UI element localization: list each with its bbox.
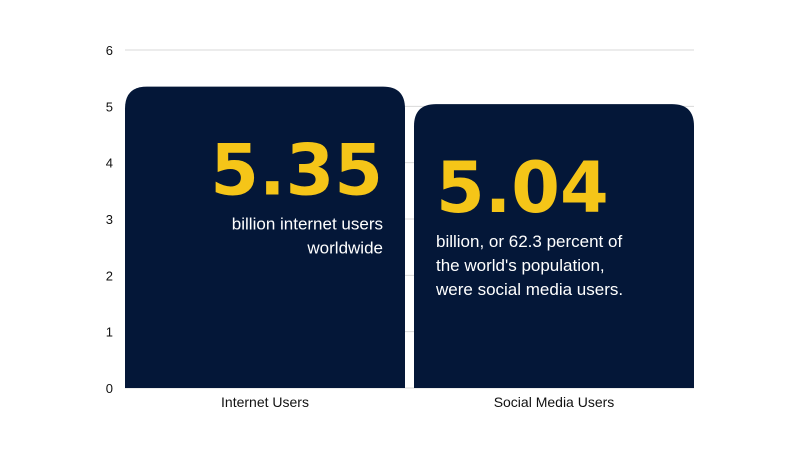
y-tick-label: 5 [106, 99, 113, 114]
bars: 5.35 billion internet users worldwide 5.04 b… [125, 86, 694, 388]
bar-description-line: the world's population, [436, 256, 605, 275]
bar-description-line: worldwide [306, 239, 383, 258]
y-axis: 0 1 2 3 4 5 6 [106, 43, 113, 396]
y-tick-label: 3 [106, 212, 113, 227]
bar-value-label: 5.35 [210, 130, 383, 212]
y-tick-label: 1 [106, 325, 113, 340]
y-tick-label: 2 [106, 268, 113, 283]
bar-internet-users [125, 86, 405, 388]
x-category-label: Social Media Users [494, 394, 615, 410]
y-tick-label: 0 [106, 381, 113, 396]
bar-description-line: billion internet users [232, 215, 383, 234]
bar-value-label: 5.04 [436, 147, 609, 229]
bar-description-line: billion, or 62.3 percent of [436, 232, 622, 251]
y-tick-label: 4 [106, 156, 113, 171]
x-category-label: Internet Users [221, 394, 309, 410]
bar-description-line: were social media users. [435, 280, 623, 299]
bar-social-media-users [414, 104, 694, 388]
x-axis: Internet Users Social Media Users [221, 394, 614, 410]
y-tick-label: 6 [106, 43, 113, 58]
